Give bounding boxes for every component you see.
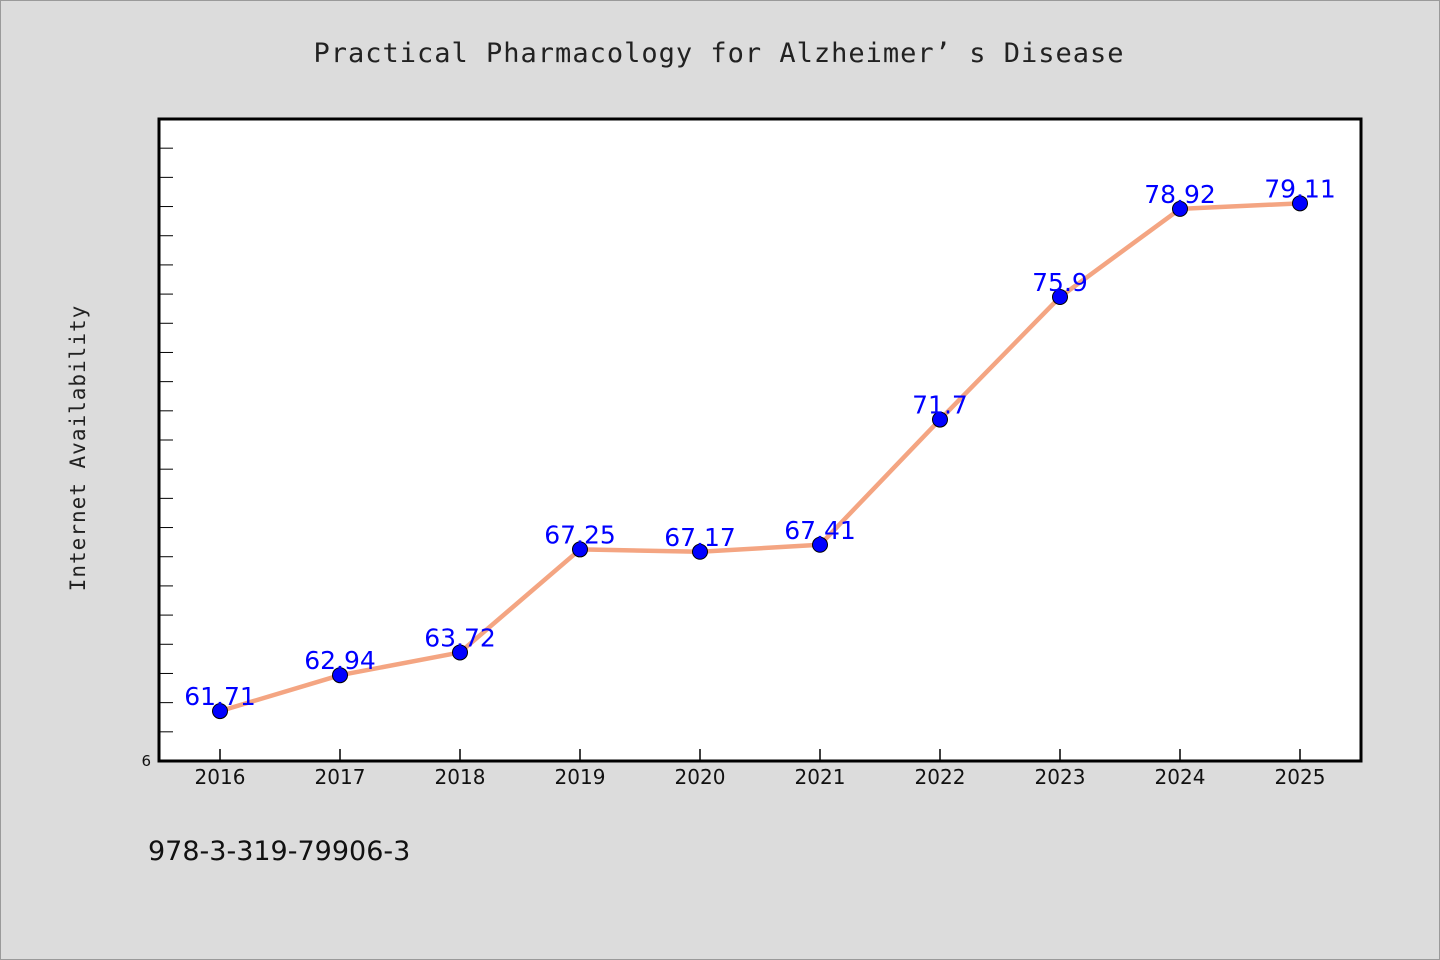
x-tick-label: 2016 [195,765,246,789]
x-tick-label: 2025 [1275,765,1326,789]
data-label: 67.17 [664,523,736,552]
data-points [212,195,1308,720]
y-tick-label: 6 [141,752,151,770]
x-tick-label: 2021 [795,765,846,789]
data-point [1172,200,1188,217]
data-label: 78.92 [1144,180,1216,209]
x-tick-label: 2018 [435,765,486,789]
x-tick-label: 2019 [555,765,606,789]
data-point [1052,289,1068,306]
data-label: 71.7 [912,391,968,420]
data-point [1292,195,1308,212]
data-label: 67.25 [544,520,616,549]
x-tick-label: 2022 [915,765,966,789]
data-point [332,667,348,684]
series-line [219,201,1301,714]
data-label: 63.72 [424,623,496,652]
x-tick-label: 2024 [1155,765,1206,789]
data-labels: 61.71 62.94 63.72 67.25 67.17 67.41 71.7 75.9 78… [184,174,1336,711]
x-tick-label: 2017 [315,765,366,789]
data-label: 79.11 [1264,174,1336,203]
data-label: 61.71 [184,682,256,711]
data-label: 75.9 [1032,268,1088,297]
data-point [452,644,468,661]
data-label: 67.41 [784,516,856,545]
data-point [692,543,708,560]
x-tick-label: 2023 [1035,765,1086,789]
series-line-group [219,201,1301,714]
x-axis-ticks: 2016 2017 2018 2019 2020 2021 2022 2023 2024 2025 [195,749,1326,789]
plot-area [157,117,1363,763]
data-point [932,411,948,428]
isbn-footer: 978-3-319-79906-3 [148,836,411,867]
data-point [572,541,588,558]
data-point [212,703,228,720]
x-tick-label: 2020 [675,765,726,789]
data-label: 62.94 [304,646,376,675]
chart-title: Practical Pharmacology for Alzheimer’ s … [313,38,1125,69]
data-point [812,536,828,553]
y-axis-ticks: 6 [141,147,173,770]
